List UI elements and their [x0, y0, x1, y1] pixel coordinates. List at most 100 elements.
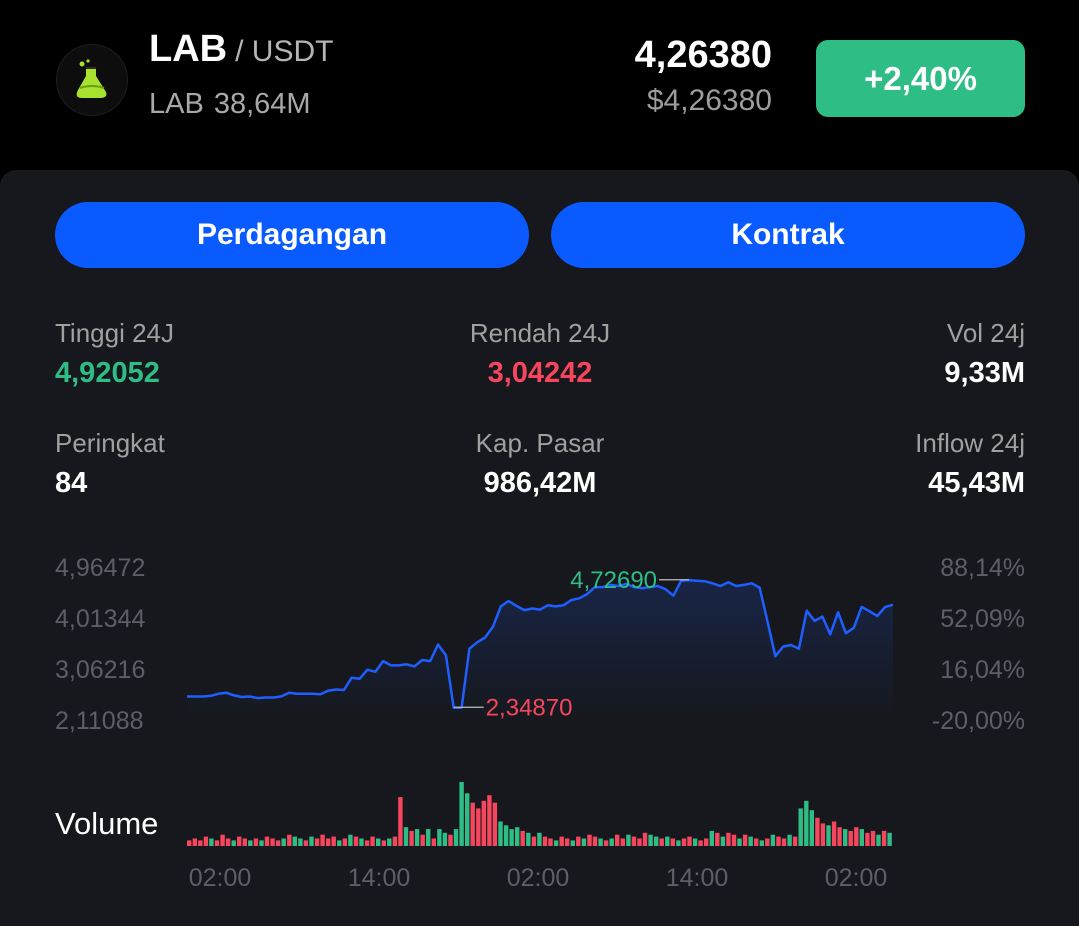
volume-bar: [209, 838, 214, 846]
stat-inflow-24h: Inflow 24j 45,43M: [915, 428, 1025, 500]
price-line: [187, 578, 894, 709]
volume-bar: [815, 817, 820, 846]
circulating-supply: LAB 38,64M: [149, 88, 311, 121]
token-logo[interactable]: [56, 44, 128, 116]
volume-bar: [637, 838, 642, 846]
volume-bar: [481, 800, 486, 846]
volume-bar: [470, 802, 475, 846]
volume-bar: [515, 827, 520, 846]
volume-bar: [398, 797, 403, 846]
volume-bar: [620, 838, 625, 846]
volume-bar: [526, 832, 531, 846]
volume-bar: [748, 836, 753, 846]
volume-bar: [726, 832, 731, 846]
volume-bar: [592, 836, 598, 846]
volume-bar: [348, 834, 353, 846]
min-price-label: 2,34870: [486, 694, 573, 721]
volume-bar: [376, 838, 381, 846]
stat-value: 9,33M: [944, 357, 1025, 389]
y-tick-left: 2,11088: [55, 707, 144, 735]
last-price: 4,26380: [634, 34, 772, 76]
stat-vol-24h: Vol 24j 9,33M: [944, 318, 1025, 390]
trading-pair: LAB / USDT: [149, 28, 333, 71]
volume-bar: [848, 830, 853, 846]
volume-bar: [476, 808, 481, 846]
volume-bar: [581, 838, 587, 846]
volume-bar: [414, 829, 420, 846]
volume-bar: [331, 836, 336, 846]
volume-bar: [837, 827, 842, 846]
stat-label: Inflow 24j: [915, 428, 1025, 458]
volume-bar: [264, 836, 270, 846]
volume-bar: [659, 838, 664, 846]
max-price-label: 4,72690: [570, 567, 657, 594]
trade-button[interactable]: Perdagangan: [55, 202, 529, 268]
volume-bar: [754, 838, 759, 846]
volume-bar: [598, 838, 603, 846]
change-badge[interactable]: +2,40%: [816, 40, 1025, 117]
y-tick-left: 4,96472: [55, 554, 145, 582]
contract-button[interactable]: Kontrak: [551, 202, 1025, 268]
volume-bar: [742, 834, 748, 846]
stat-label: Peringkat: [55, 428, 165, 458]
volume-bar: [670, 838, 675, 846]
stat-rank: Peringkat 84: [55, 428, 165, 500]
stat-high-24h: Tinggi 24J 4,92052: [55, 318, 174, 390]
volume-bar: [203, 836, 209, 846]
volume-bar: [275, 840, 281, 846]
price-chart[interactable]: 4,96472 4,01344 3,06216 2,11088 88,14% 52,09%…: [0, 540, 1079, 900]
volume-bar: [770, 834, 776, 846]
volume-bar: [704, 838, 709, 846]
supply-value: 38,64M: [213, 88, 311, 120]
volume-bar: [242, 838, 247, 846]
volume-bar: [809, 810, 814, 846]
volume-bar: [798, 808, 803, 846]
volume-bar: [503, 825, 509, 846]
volume-bar: [631, 836, 637, 846]
volume-bar: [826, 825, 831, 846]
volume-bar: [281, 838, 286, 846]
y-tick-right: 88,14%: [940, 554, 1025, 582]
volume-bar: [487, 795, 492, 846]
volume-bar: [548, 838, 553, 846]
stat-label: Rendah 24J: [469, 318, 611, 348]
stat-value: 3,04242: [487, 357, 593, 389]
volume-bar: [737, 838, 742, 846]
volume-bar: [859, 829, 864, 846]
volume-bar: [531, 836, 537, 846]
volume-label: Volume: [55, 806, 159, 841]
volume-bar: [314, 838, 320, 846]
volume-bar: [370, 836, 375, 846]
volume-bar: [781, 838, 787, 846]
volume-bar: [553, 840, 559, 846]
volume-bar: [192, 838, 197, 846]
volume-bar: [426, 829, 431, 846]
stat-value: 45,43M: [928, 467, 1025, 499]
volume-bar: [765, 838, 770, 846]
x-tick-label: 02:00: [507, 864, 570, 892]
volume-bar: [459, 782, 464, 846]
volume-bar: [465, 793, 470, 846]
volume-bar: [287, 834, 292, 846]
base-symbol: LAB: [149, 28, 228, 70]
volume-bar: [687, 836, 692, 846]
stat-label: Tinggi 24J: [55, 318, 174, 348]
volume-bar: [259, 840, 264, 846]
volume-bar: [187, 840, 192, 846]
volume-bar: [715, 832, 720, 846]
volume-bar: [453, 829, 459, 846]
volume-bar: [320, 834, 325, 846]
volume-bar: [792, 836, 798, 846]
volume-bar: [253, 838, 259, 846]
volume-bar: [887, 832, 892, 846]
volume-bar: [654, 836, 659, 846]
stat-market-cap: Kap. Pasar 986,42M: [476, 428, 605, 500]
volume-bar: [820, 823, 826, 846]
volume-bar: [565, 838, 570, 846]
x-tick-label: 02:00: [825, 864, 888, 892]
supply-symbol: LAB: [149, 88, 204, 120]
volume-bar: [642, 832, 648, 846]
volume-bar: [720, 836, 726, 846]
volume-bar: [603, 840, 609, 846]
volume-bar: [681, 838, 687, 846]
